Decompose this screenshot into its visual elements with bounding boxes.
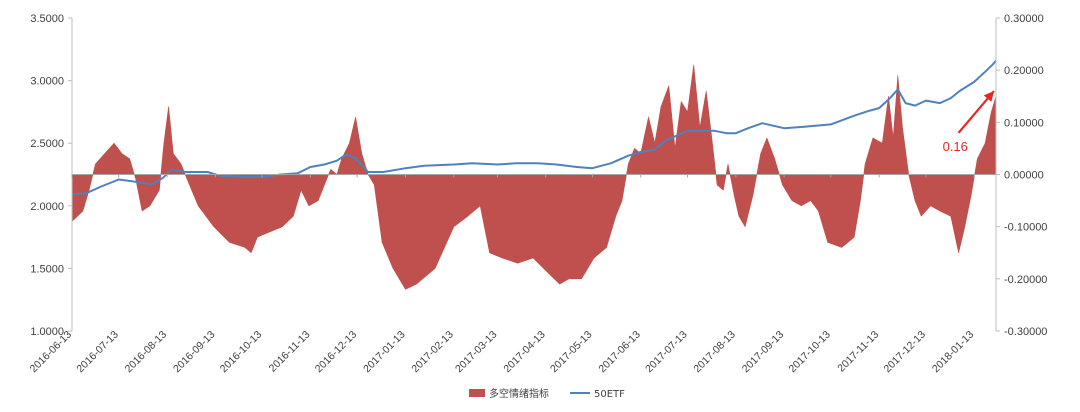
right-axis-tick-label: 0.30000 (1004, 13, 1044, 25)
x-axis-tick-label: 2016-08-13 (123, 328, 170, 375)
right-axis-tick-label: -0.10000 (1004, 222, 1047, 234)
left-axis-tick-label: 3.0000 (30, 76, 64, 88)
x-axis-tick-label: 2016-09-13 (171, 329, 218, 376)
left-axis-tick-label: 1.0000 (30, 326, 64, 338)
annotation-arrowhead (983, 91, 994, 102)
right-axis-tick-label: 0.00000 (1004, 170, 1044, 182)
x-axis-tick-label: 2017-02-13 (409, 329, 456, 376)
x-axis-tick-label: 2017-06-13 (596, 329, 643, 376)
x-axis-tick-label: 2016-11-13 (267, 329, 313, 375)
etf-line-series (71, 59, 997, 196)
annotation-label: 0.16 (943, 139, 968, 154)
x-axis-tick-label: 2016-12-13 (313, 328, 360, 375)
x-axis-tick-label: 2017-01-13 (361, 329, 408, 376)
x-axis-tick-label: 2017-04-13 (501, 329, 548, 376)
right-axis-tick-label: 0.20000 (1004, 65, 1044, 77)
x-axis-tick-label: 2018-01-13 (930, 329, 977, 376)
sentiment-area-series (71, 64, 997, 290)
left-axis-tick-label: 2.5000 (30, 138, 64, 150)
x-axis-tick-label: 2017-11-13 (835, 329, 881, 375)
x-axis-tick-label: 2017-08-13 (691, 329, 738, 376)
right-axis-tick-label: 0.10000 (1004, 117, 1044, 129)
x-axis-tick-label: 2016-10-13 (218, 329, 265, 376)
legend-label-sentiment: 多空情绪指标 (489, 387, 549, 400)
left-axis-tick-label: 2.0000 (30, 201, 64, 213)
x-axis-tick-label: 2017-07-13 (643, 329, 690, 376)
right-axis-tick-label: -0.20000 (1004, 274, 1047, 286)
legend: 多空情绪指标 50ETF (469, 387, 625, 400)
left-axis-tick-label: 3.5000 (30, 13, 64, 25)
left-axis-tick-label: 1.5000 (30, 263, 64, 275)
x-axis-tick-label: 2017-03-13 (453, 329, 500, 376)
right-axis-tick-label: -0.30000 (1004, 326, 1047, 338)
x-axis-tick-label: 2017-10-13 (786, 329, 833, 376)
x-axis-tick-label: 2017-12-13 (882, 329, 929, 376)
legend-swatch-sentiment (469, 389, 485, 397)
legend-label-etf: 50ETF (594, 389, 625, 400)
annotation: 0.16 (943, 90, 995, 154)
x-axis-tick-label: 2017-05-13 (548, 329, 595, 376)
etf-line (71, 59, 997, 196)
x-axis-tick-label: 2016-07-13 (74, 328, 121, 375)
x-axis-tick-label: 2017-09-13 (740, 329, 787, 376)
sentiment-area (71, 64, 997, 290)
